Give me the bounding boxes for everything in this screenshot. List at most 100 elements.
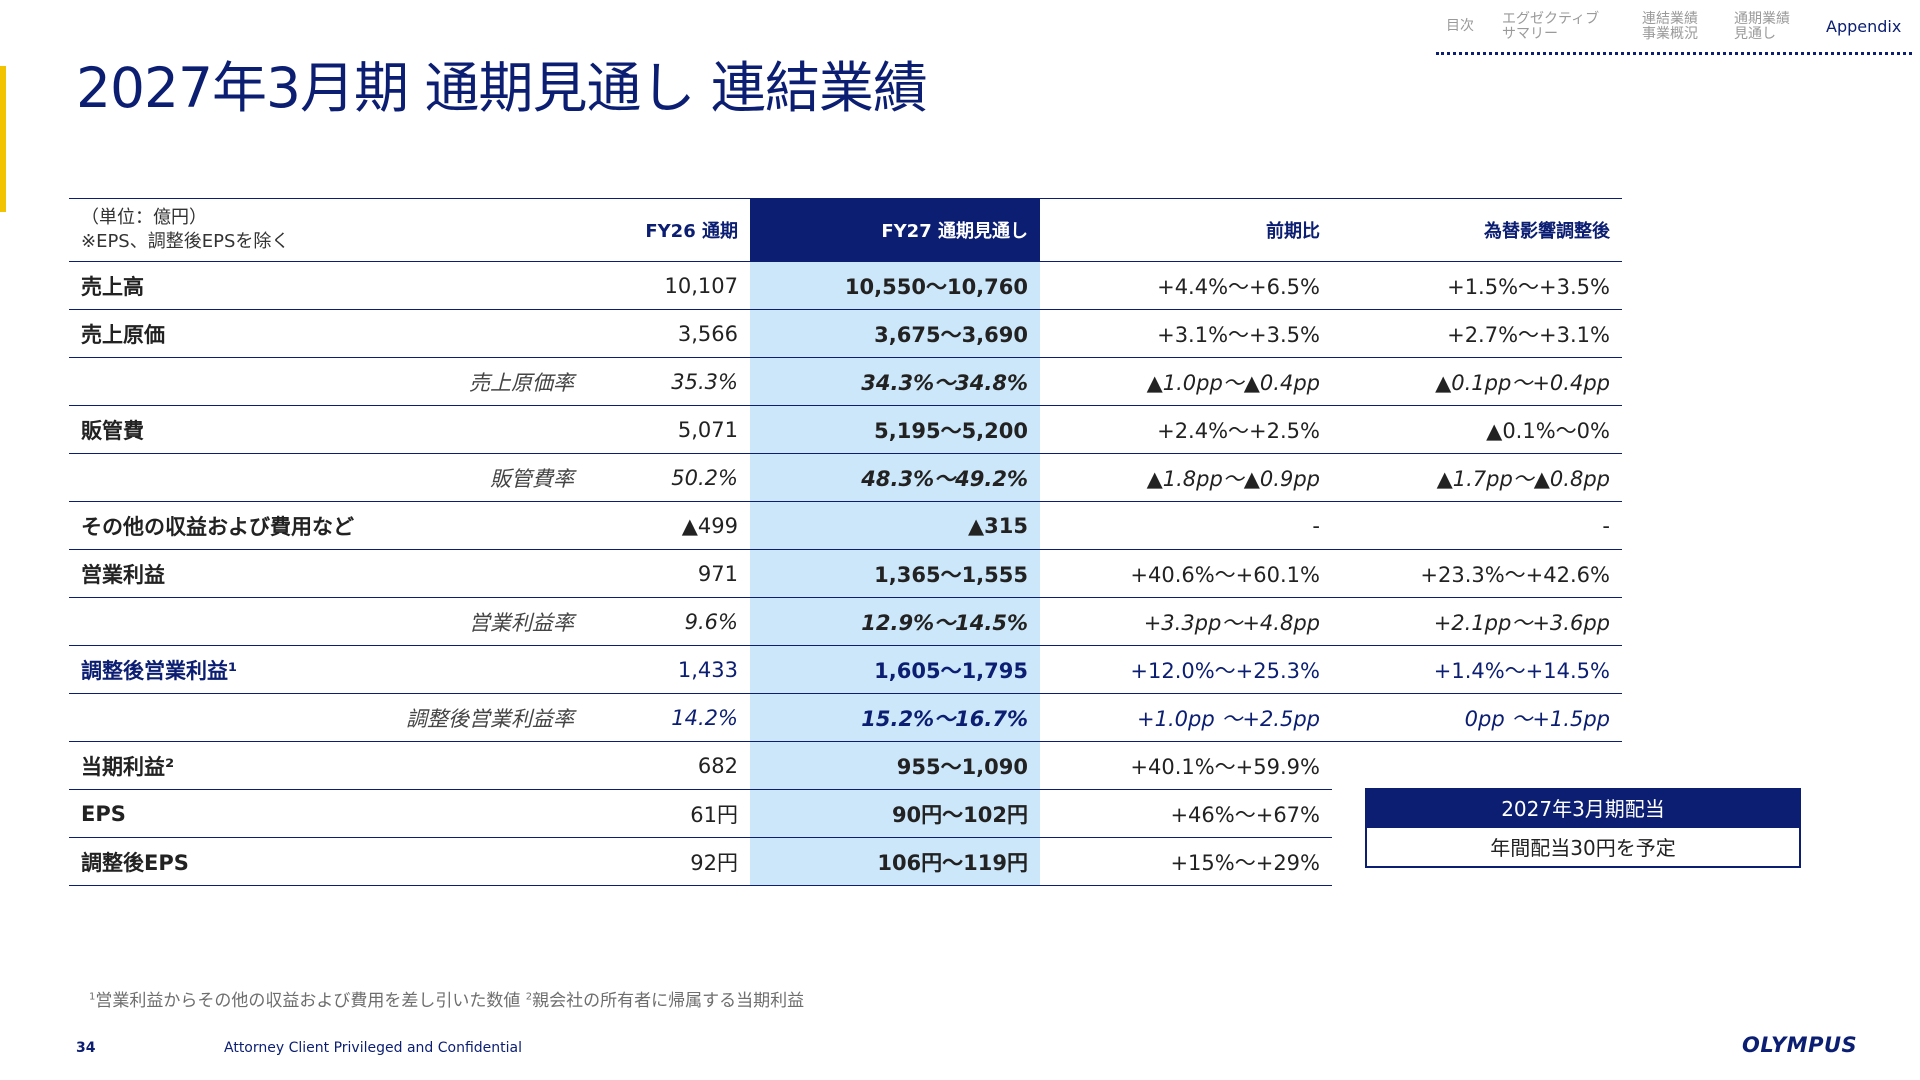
- accent-bar: [0, 66, 6, 212]
- nav-item-consolidated-results[interactable]: 連結業績 事業概況: [1642, 11, 1698, 42]
- yoy-value: +3.1%〜+3.5%: [1040, 309, 1332, 358]
- top-navigation: 目次 エグゼクティブ サマリー 連結業績 事業概況 通期業績 見通し Appen…: [1436, 8, 1912, 55]
- olympus-logo: OLYMPUS: [1742, 1033, 1858, 1057]
- fx-value: ▲1.7pp〜▲0.8pp: [1332, 453, 1622, 502]
- table-row: EPS 61円 90円〜102円 +46%〜+67%: [69, 789, 1622, 838]
- table-row: 営業利益率 9.6% 12.9%〜14.5% +3.3pp〜+4.8pp +2.…: [69, 597, 1622, 646]
- nav-item-full-year-outlook[interactable]: 通期業績 見通し: [1734, 11, 1790, 42]
- fy26-value: 35.3%: [610, 357, 750, 406]
- fy27-value: 1,605〜1,795: [750, 645, 1040, 694]
- fx-value: 0pp 〜+1.5pp: [1332, 693, 1622, 742]
- page-title: 2027年3月期 通期見通し 連結業績: [76, 56, 928, 120]
- row-label: 調整後営業利益率: [69, 693, 610, 742]
- empty-cell: [1332, 742, 1622, 790]
- table-row: 調整後営業利益¹ 1,433 1,605〜1,795 +12.0%〜+25.3%…: [69, 645, 1622, 694]
- row-label: 調整後EPS: [69, 837, 610, 886]
- row-label: 売上原価: [69, 309, 610, 358]
- yoy-value: ▲1.0pp〜▲0.4pp: [1040, 357, 1332, 406]
- fy26-value: 682: [610, 741, 750, 790]
- table-row: 販管費 5,071 5,195〜5,200 +2.4%〜+2.5% ▲0.1%〜…: [69, 405, 1622, 454]
- yoy-value: +12.0%〜+25.3%: [1040, 645, 1332, 694]
- row-label: 営業利益率: [69, 597, 610, 646]
- table-row: 当期利益² 682 955〜1,090 +40.1%〜+59.9%: [69, 741, 1622, 790]
- fy27-value: 34.3%〜34.8%: [750, 357, 1040, 406]
- table-row: 販管費率 50.2% 48.3%〜49.2% ▲1.8pp〜▲0.9pp ▲1.…: [69, 453, 1622, 502]
- col-header-yoy: 前期比: [1040, 198, 1332, 262]
- table-row: 調整後EPS 92円 106円〜119円 +15%〜+29%: [69, 837, 1622, 886]
- footnote-2: 親会社の所有者に帰属する当期利益: [532, 991, 805, 1011]
- yoy-value: +40.1%〜+59.9%: [1040, 741, 1332, 790]
- fy26-value: 1,433: [610, 645, 750, 694]
- fx-value: +2.1pp〜+3.6pp: [1332, 597, 1622, 646]
- footnote-1: 営業利益からその他の収益および費用を差し引いた数値: [95, 991, 521, 1011]
- nav-item-executive-summary[interactable]: エグゼクティブ サマリー: [1502, 11, 1600, 42]
- fy26-value: 3,566: [610, 309, 750, 358]
- confidential-notice: Attorney Client Privileged and Confident…: [224, 1040, 522, 1056]
- fx-value: -: [1332, 501, 1622, 550]
- fx-value: +23.3%〜+42.6%: [1332, 549, 1622, 598]
- fy27-value: 1,365〜1,555: [750, 549, 1040, 598]
- yoy-value: ▲1.8pp〜▲0.9pp: [1040, 453, 1332, 502]
- fx-value: +1.5%〜+3.5%: [1332, 261, 1622, 310]
- footnotes: 1営業利益からその他の収益および費用を差し引いた数値 2親会社の所有者に帰属する…: [89, 986, 804, 1011]
- table-row: その他の収益および費用など ▲499 ▲315 - -: [69, 501, 1622, 550]
- row-label: 営業利益: [69, 549, 610, 598]
- fy27-value: 90円〜102円: [750, 789, 1040, 838]
- row-label: 当期利益²: [69, 741, 610, 790]
- table-row: 売上原価率 35.3% 34.3%〜34.8% ▲1.0pp〜▲0.4pp ▲0…: [69, 357, 1622, 406]
- fy27-value: ▲315: [750, 501, 1040, 550]
- fy27-value: 3,675〜3,690: [750, 309, 1040, 358]
- row-label: その他の収益および費用など: [69, 501, 610, 550]
- col-header-fy26: FY26 通期: [610, 198, 750, 262]
- nav-item-appendix[interactable]: Appendix: [1826, 17, 1902, 36]
- yoy-value: +4.4%〜+6.5%: [1040, 261, 1332, 310]
- fy26-value: 61円: [610, 789, 750, 838]
- dividend-value: 年間配当30円を予定: [1490, 836, 1676, 860]
- yoy-value: +46%〜+67%: [1040, 789, 1332, 838]
- fy27-value: 10,550〜10,760: [750, 261, 1040, 310]
- row-label: EPS: [69, 789, 610, 838]
- row-label: 販管費率: [69, 453, 610, 502]
- fy26-value: 971: [610, 549, 750, 598]
- row-label: 調整後営業利益¹: [69, 645, 610, 694]
- table-row: 調整後営業利益率 14.2% 15.2%〜16.7% +1.0pp 〜+2.5p…: [69, 693, 1622, 742]
- yoy-value: +1.0pp 〜+2.5pp: [1040, 693, 1332, 742]
- row-label: 販管費: [69, 405, 610, 454]
- fy27-value: 12.9%〜14.5%: [750, 597, 1040, 646]
- fx-value: +2.7%〜+3.1%: [1332, 309, 1622, 358]
- fy27-value: 48.3%〜49.2%: [750, 453, 1040, 502]
- fy26-value: 92円: [610, 837, 750, 886]
- col-header-fx-adjusted: 為替影響調整後: [1332, 198, 1622, 262]
- row-label: 売上原価率: [69, 357, 610, 406]
- yoy-value: +2.4%〜+2.5%: [1040, 405, 1332, 454]
- fy26-value: 9.6%: [610, 597, 750, 646]
- fx-value: +1.4%〜+14.5%: [1332, 645, 1622, 694]
- yoy-value: +3.3pp〜+4.8pp: [1040, 597, 1332, 646]
- fy26-value: 10,107: [610, 261, 750, 310]
- results-table: （単位：億円） ※EPS、調整後EPSを除く FY26 通期 FY27 通期見通…: [69, 198, 1622, 886]
- fy26-value: 5,071: [610, 405, 750, 454]
- footnote-1-mark: 1: [89, 991, 96, 1003]
- footnote-2-mark: 2: [525, 991, 533, 1003]
- table-row: 営業利益 971 1,365〜1,555 +40.6%〜+60.1% +23.3…: [69, 549, 1622, 598]
- dividend-title: 2027年3月期配当: [1367, 790, 1799, 828]
- fy27-value: 5,195〜5,200: [750, 405, 1040, 454]
- unit-note: （単位：億円） ※EPS、調整後EPSを除く: [69, 198, 610, 262]
- nav-item-contents[interactable]: 目次: [1446, 18, 1474, 34]
- table-row: 売上高 10,107 10,550〜10,760 +4.4%〜+6.5% +1.…: [69, 261, 1622, 310]
- yoy-value: +40.6%〜+60.1%: [1040, 549, 1332, 598]
- fy26-value: ▲499: [610, 501, 750, 550]
- fy27-value: 955〜1,090: [750, 741, 1040, 790]
- fy26-value: 50.2%: [610, 453, 750, 502]
- yoy-value: -: [1040, 501, 1332, 550]
- table-header-row: （単位：億円） ※EPS、調整後EPSを除く FY26 通期 FY27 通期見通…: [69, 198, 1622, 262]
- yoy-value: +15%〜+29%: [1040, 837, 1332, 886]
- fy27-value: 15.2%〜16.7%: [750, 693, 1040, 742]
- page-number: 34: [76, 1040, 96, 1056]
- fy26-value: 14.2%: [610, 693, 750, 742]
- table-row: 売上原価 3,566 3,675〜3,690 +3.1%〜+3.5% +2.7%…: [69, 309, 1622, 358]
- fx-value: ▲0.1pp〜+0.4pp: [1332, 357, 1622, 406]
- row-label: 売上高: [69, 261, 610, 310]
- col-header-fy27: FY27 通期見通し: [750, 198, 1040, 262]
- fy27-value: 106円〜119円: [750, 837, 1040, 886]
